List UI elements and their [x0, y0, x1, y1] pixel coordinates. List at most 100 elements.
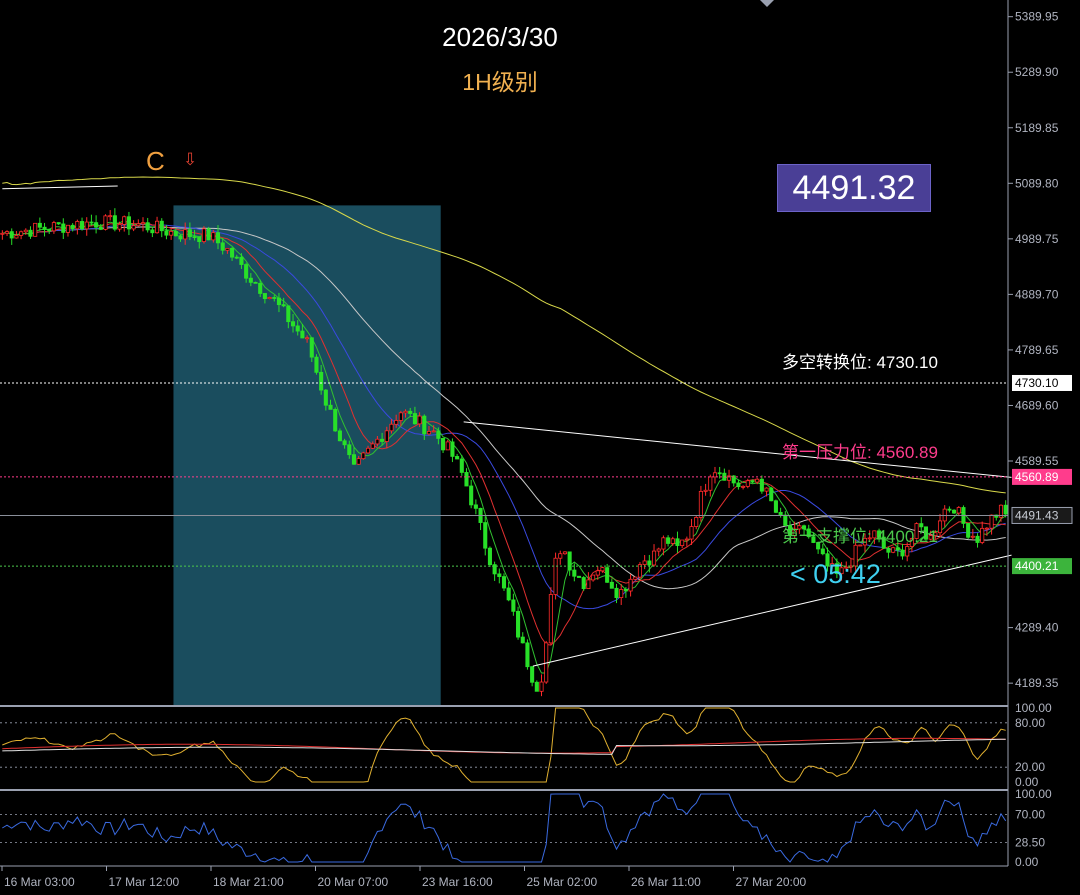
oscillator-line — [2, 793, 1007, 863]
candle-body — [319, 371, 324, 391]
candle-body — [703, 489, 708, 492]
candle-body — [562, 551, 567, 555]
candle-body — [952, 509, 957, 514]
candle-body — [759, 478, 764, 492]
candle-body — [309, 337, 314, 358]
candle-body — [614, 587, 619, 599]
candle-body — [131, 225, 136, 230]
oscillator-2-panel: 100.00 70.00 28.50 0.00 — [0, 787, 1052, 869]
trendline — [532, 554, 1012, 667]
candle-body — [206, 228, 211, 241]
candle-body — [872, 530, 877, 539]
level-label-support-1: 第一支撑位: 4400.21 — [782, 527, 938, 546]
candle-body — [516, 610, 521, 638]
candle-body — [178, 235, 183, 240]
price-tick-label: 5289.90 — [1015, 65, 1059, 79]
candle-body — [384, 430, 389, 442]
candle-body — [0, 232, 5, 235]
candle-body — [328, 404, 333, 410]
candle-body — [47, 229, 52, 232]
candle-body — [684, 538, 689, 541]
candle-body — [576, 575, 582, 578]
oscillator-line — [2, 738, 1006, 755]
candle-body — [441, 438, 446, 451]
candle-body — [412, 413, 417, 425]
candle-body — [305, 337, 310, 340]
candle-body — [548, 594, 553, 644]
candle-body — [651, 550, 657, 566]
candle-body — [694, 517, 699, 527]
candle-body — [886, 547, 891, 553]
candle-body — [511, 599, 516, 612]
level-tag-pivot — [1012, 374, 1072, 391]
candle-body — [811, 536, 816, 543]
candle-body — [201, 228, 206, 243]
candle-body — [4, 231, 10, 234]
candle-body — [680, 539, 685, 546]
candle-body — [797, 525, 802, 530]
candle-body — [89, 221, 94, 224]
candle-body — [558, 553, 563, 559]
candle-body — [14, 235, 19, 239]
candle-body — [769, 487, 774, 502]
candle-body — [248, 277, 253, 283]
oscillator-line — [2, 737, 1006, 754]
candle-body — [37, 222, 42, 228]
candle-body — [530, 666, 535, 683]
time-tick-label: 25 Mar 02:00 — [527, 875, 598, 889]
candle-body — [239, 256, 244, 265]
candle-body — [825, 553, 830, 567]
current-price-tag-text: 4491.43 — [1015, 508, 1059, 522]
moving-averages — [2, 176, 1006, 674]
candle-body — [253, 281, 258, 284]
candle-body — [276, 297, 281, 306]
candle-body — [23, 229, 28, 233]
candle-body — [881, 536, 886, 549]
candle-body — [84, 221, 89, 230]
candle-body — [628, 578, 633, 592]
candle-body — [670, 538, 675, 544]
candle-body — [802, 525, 807, 530]
chart-date: 2026/3/30 — [442, 22, 558, 52]
candle-body — [877, 530, 882, 538]
candle-body — [159, 220, 164, 232]
candle-body — [862, 537, 868, 546]
current-price-box: 4491.32 — [777, 164, 931, 212]
candle-body — [867, 537, 872, 540]
candle-body — [197, 236, 202, 243]
candle-body — [42, 226, 47, 230]
candle-body — [600, 567, 605, 572]
candle-body — [647, 560, 652, 566]
candle-body — [633, 576, 638, 580]
candle-body — [295, 325, 300, 332]
candle-body — [708, 476, 713, 491]
oscillator-tick-label: 100.00 — [1015, 787, 1052, 801]
candle-body — [501, 576, 507, 589]
candle-body — [586, 579, 591, 590]
candle-body — [834, 563, 839, 575]
candle-body — [150, 229, 155, 234]
candle-body — [145, 222, 150, 231]
time-tick-label: 16 Mar 03:00 — [4, 875, 75, 889]
oscillator-tick-label: 28.50 — [1015, 836, 1045, 850]
price-axis: 5389.95 5289.90 5189.85 5089.80 4989.75 4889.… — [0, 0, 1059, 867]
moving-average-line — [2, 176, 1006, 494]
candle-body — [595, 570, 600, 576]
price-tick-label: 4189.35 — [1015, 676, 1059, 690]
candle-body — [895, 547, 900, 551]
candle-body — [966, 523, 971, 538]
moving-average-line — [2, 223, 1006, 610]
level-tag-text-resistance-1: 4560.89 — [1015, 470, 1059, 484]
candle-body — [764, 487, 769, 492]
candle-body — [675, 538, 680, 546]
scroll-marker-icon[interactable] — [760, 0, 774, 7]
price-tick-label: 4889.70 — [1015, 287, 1059, 301]
candle-body — [839, 567, 844, 575]
candle-body — [773, 500, 778, 513]
highlight-zone — [173, 205, 441, 705]
candle-body — [619, 589, 624, 599]
candle-body — [914, 523, 919, 539]
chart-timeframe: 1H级别 — [462, 69, 538, 95]
moving-average-line — [2, 219, 1006, 674]
candle-body — [351, 454, 357, 465]
